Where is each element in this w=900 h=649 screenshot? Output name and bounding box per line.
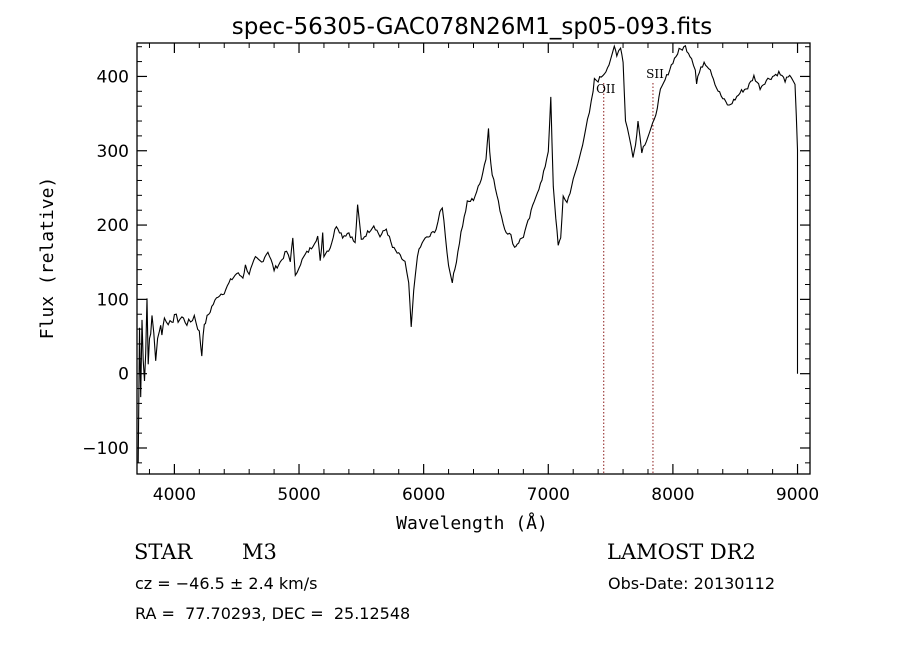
spectrum-line xyxy=(137,44,799,464)
annotation-layer: OII SII xyxy=(596,67,664,474)
survey-name: LAMOST DR2 xyxy=(607,540,756,564)
y-tick-label: 300 xyxy=(97,142,129,162)
coordinates-readout: RA = 77.70293, DEC = 25.12548 xyxy=(135,604,411,623)
object-class: STAR xyxy=(134,540,193,564)
x-axis-label: Wavelength (Å) xyxy=(396,512,548,534)
x-axis: 4000 5000 6000 7000 8000 9000 xyxy=(148,43,819,505)
y-axis: −100 0 100 200 300 400 xyxy=(82,46,810,464)
x-tick-label: 7000 xyxy=(527,485,570,505)
y-tick-label: 200 xyxy=(97,216,129,236)
plot-frame xyxy=(136,42,811,475)
y-tick-label: 0 xyxy=(118,365,129,385)
x-tick-label: 6000 xyxy=(402,485,445,505)
annotation-label: OII xyxy=(596,82,616,96)
object-subclass: M3 xyxy=(242,540,277,564)
x-tick-label: 9000 xyxy=(776,485,819,505)
redshift-readout: cz = −46.5 ± 2.4 km/s xyxy=(135,574,318,593)
x-tick-label: 4000 xyxy=(153,485,196,505)
y-tick-label: 400 xyxy=(97,67,129,87)
obs-date: Obs-Date: 20130112 xyxy=(608,574,776,593)
y-axis-label: Flux (relative) xyxy=(37,177,58,340)
chart-title: spec-56305-GAC078N26M1_sp05-093.fits xyxy=(232,14,712,40)
y-tick-label: 100 xyxy=(97,290,129,310)
x-tick-label: 8000 xyxy=(651,485,694,505)
annotation-label: SII xyxy=(646,67,664,81)
y-tick-label: −100 xyxy=(82,439,129,459)
x-tick-label: 5000 xyxy=(277,485,320,505)
